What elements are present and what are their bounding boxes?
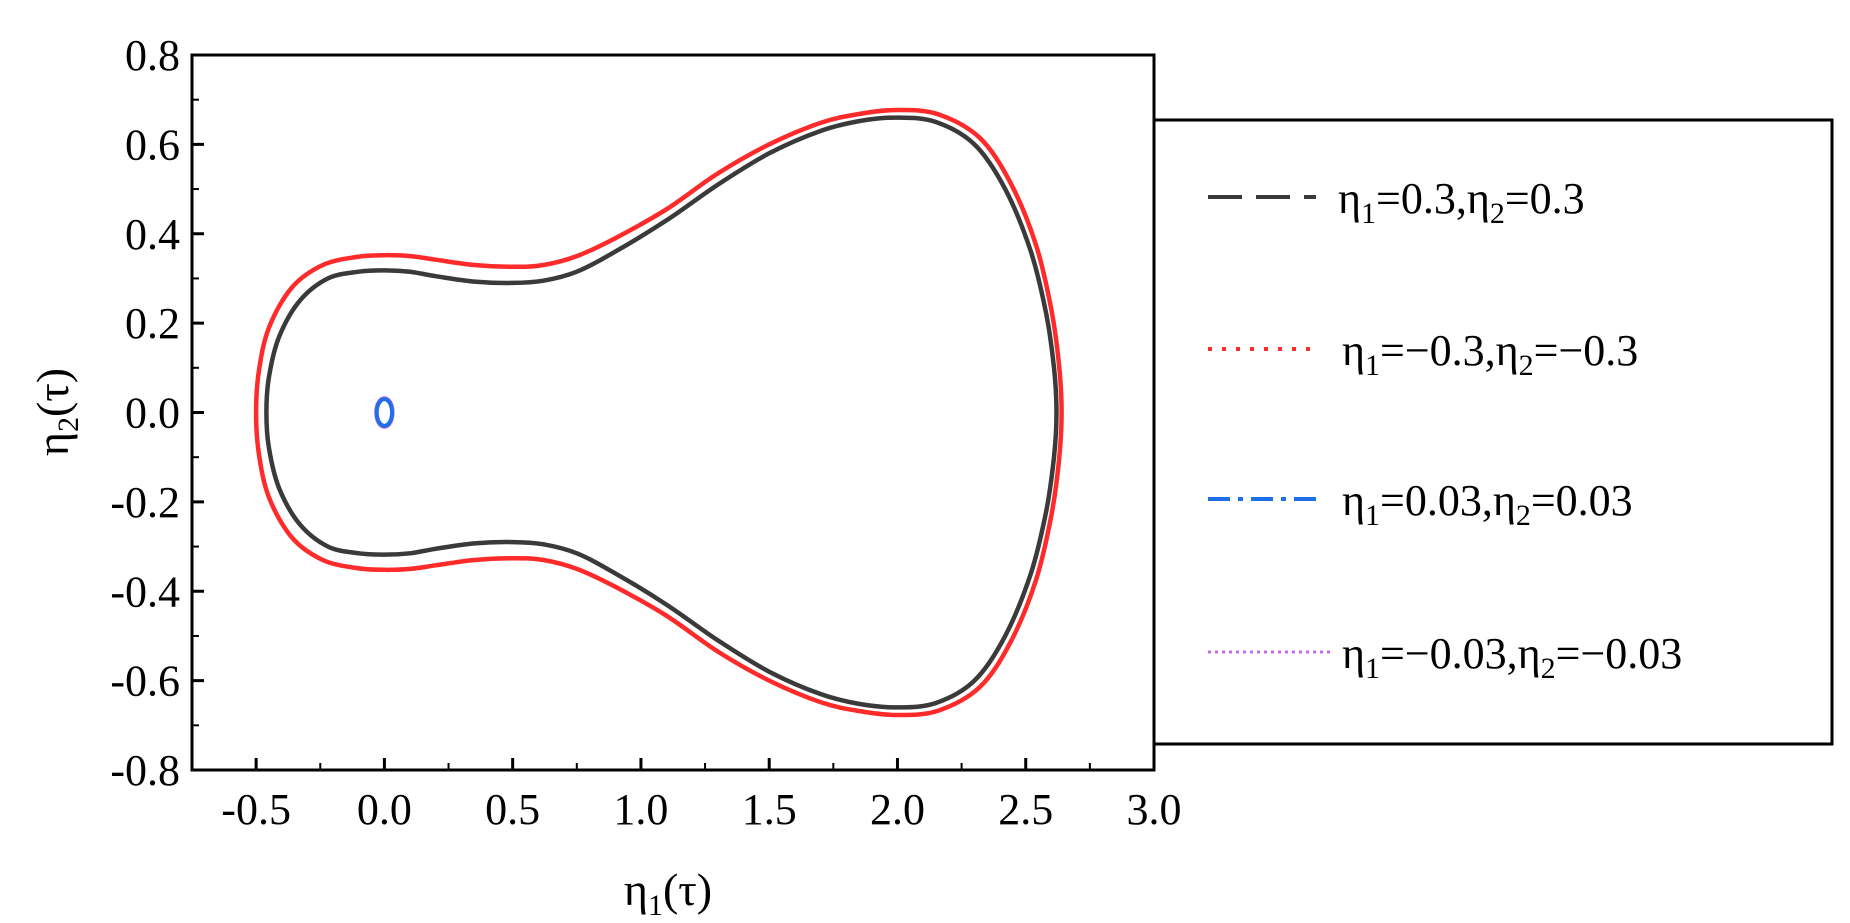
x-tick-label: 0.0: [357, 785, 412, 834]
curve-eta-neg-0.3: [253, 107, 1064, 718]
y-tick-label: -0.4: [110, 567, 180, 616]
legend-item-eta-0.03: η1=0.03,η2=0.03: [1208, 476, 1633, 532]
legend: η1=0.3,η2=0.3 η1=−0.3,η2=−0.3 η1=0.03,η2=0…: [1208, 174, 1682, 685]
x-tick-label: -0.5: [221, 785, 291, 834]
x-axis-label: η1(τ): [624, 864, 712, 922]
curve-eta-0.03: [374, 397, 395, 428]
x-tick-label: 2.5: [998, 785, 1053, 834]
y-tick-label: -0.2: [110, 478, 180, 527]
curve-eta-0.3: [264, 115, 1059, 710]
y-tick-label: 0.2: [125, 299, 180, 348]
x-tick-label: 0.5: [485, 785, 540, 834]
y-tick-label: 0.4: [125, 210, 180, 259]
x-tick-label: 1.0: [613, 785, 668, 834]
legend-item-eta-0.3: η1=0.3,η2=0.3: [1208, 174, 1585, 230]
legend-label: η1=−0.3,η2=−0.3: [1342, 326, 1638, 382]
legend-item-eta-neg-0.3: η1=−0.3,η2=−0.3: [1208, 326, 1638, 382]
legend-label: η1=−0.03,η2=−0.03: [1342, 629, 1682, 685]
x-tick-label: 1.5: [742, 785, 797, 834]
legend-item-eta-neg-0.03: η1=−0.03,η2=−0.03: [1208, 629, 1682, 685]
axis-ticks: -0.5 0.0 0.5 1.0 1.5 2.0 2.5 3.0 -0.8 -0.6 -0.4 -0.…: [110, 31, 1181, 834]
y-tick-label: 0.8: [125, 31, 180, 80]
legend-box: [1152, 118, 1834, 746]
x-tick-label: 3.0: [1127, 785, 1182, 834]
y-tick-label: -0.8: [110, 746, 180, 795]
y-tick-label: -0.6: [110, 657, 180, 706]
y-axis-label: η2(τ): [27, 368, 85, 456]
y-tick-label: 0.0: [125, 389, 180, 438]
legend-label: η1=0.3,η2=0.3: [1338, 174, 1585, 230]
plot-frame: [190, 53, 1156, 772]
y-tick-label: 0.6: [125, 120, 180, 169]
legend-label: η1=0.03,η2=0.03: [1342, 476, 1633, 532]
x-tick-label: 2.0: [870, 785, 925, 834]
plot-curves: [253, 107, 1064, 718]
